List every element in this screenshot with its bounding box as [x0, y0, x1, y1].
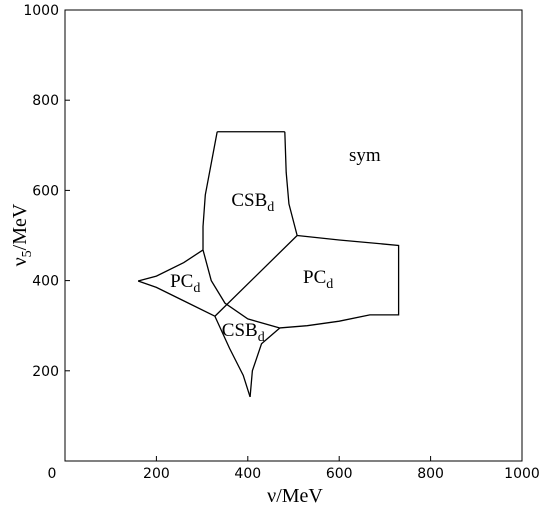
x-label-symbol: ν: [267, 485, 276, 507]
boundary-curve: [284, 131, 298, 236]
region-label-subscript: d: [267, 200, 274, 215]
x-tick-label: 400: [234, 466, 261, 482]
boundary-curve: [202, 249, 280, 329]
boundary-curve: [214, 235, 298, 317]
x-tick-label: 600: [326, 466, 353, 482]
region-label: PCd: [170, 271, 200, 296]
y-tick-label: 200: [32, 364, 59, 380]
boundary-curve: [137, 280, 216, 317]
boundary-curve: [214, 315, 251, 398]
y-tick-label: 600: [32, 183, 59, 199]
region-label-text: CSB: [231, 190, 267, 211]
y-tick-label: 1000: [23, 3, 59, 19]
x-axis-label: ν/MeV: [267, 485, 323, 507]
x-tick-label: 800: [417, 466, 444, 482]
region-label-text: CSB: [222, 320, 258, 341]
y-tick-label: 800: [32, 93, 59, 109]
region-label-text: PC: [170, 271, 193, 292]
plot-frame: [64, 9, 523, 462]
y-axis-label: ν5/MeV: [9, 203, 35, 266]
x-tick-label: 0: [48, 466, 57, 482]
y-tick-label: 400: [32, 274, 59, 290]
region-label-subscript: d: [258, 330, 265, 345]
boundary-curve: [279, 234, 400, 329]
region-label-text: sym: [349, 145, 381, 166]
region-label-subscript: d: [193, 281, 200, 296]
y-label-unit: /MeV: [9, 203, 31, 250]
x-tick-label: 1000: [504, 466, 540, 482]
boundary-curve: [202, 131, 218, 250]
region-label: PCd: [303, 267, 333, 292]
boundary-curve: [249, 327, 281, 398]
boundary-curve: [137, 249, 204, 282]
y-label-subscript: 5: [20, 250, 35, 257]
x-tick-label: 200: [143, 466, 170, 482]
region-label-subscript: d: [326, 277, 333, 292]
x-label-unit: /MeV: [276, 485, 323, 507]
region-label: CSBd: [222, 320, 265, 345]
region-label: sym: [349, 145, 381, 166]
y-label-symbol: ν: [9, 257, 31, 266]
region-label: CSBd: [231, 190, 274, 215]
region-label-text: PC: [303, 267, 326, 288]
